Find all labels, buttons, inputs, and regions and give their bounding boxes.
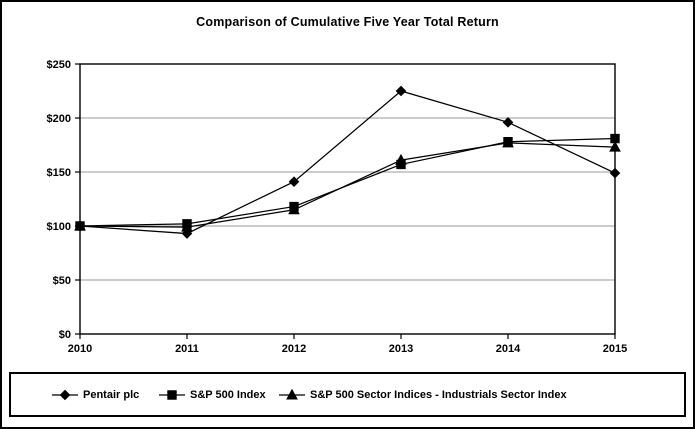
triangle-marker-icon	[279, 388, 305, 399]
data-point-s-p-500-sector-indices-industrials-sector-index-2015	[609, 140, 621, 152]
legend-label: S&P 500 Index	[190, 388, 266, 401]
line-chart: $0 $50 $100 $150 $200 $250 2010 2011 2012 2013 201…	[47, 59, 628, 355]
x-tick-label: 2013	[389, 343, 413, 355]
data-point-pentair-plc-2014	[502, 117, 514, 128]
data-point-pentair-plc-2012	[288, 176, 300, 188]
diamond-marker-icon	[52, 389, 78, 400]
y-tick-label: $200	[47, 113, 71, 125]
chart-title: Comparison of Cumulative Five Year Total…	[196, 15, 499, 29]
y-tick-label: $250	[47, 59, 71, 71]
y-tick-label: $150	[47, 167, 71, 179]
data-point-s-p-500-sector-indices-industrials-sector-index-2011	[181, 220, 193, 232]
y-tick-label: $50	[53, 275, 71, 287]
data-point-s-p-500-sector-indices-industrials-sector-index-2013	[395, 153, 407, 165]
legend-item-s-p-500-sector-indices-industrials-sector-index: S&P 500 Sector Indices - Industrials Sec…	[279, 374, 567, 415]
legend-label: S&P 500 Sector Indices - Industrials Sec…	[310, 388, 567, 401]
legend-label: Pentair plc	[83, 388, 140, 401]
data-point-s-p-500-sector-indices-industrials-sector-index-2012	[288, 203, 300, 215]
data-point-s-p-500-sector-indices-industrials-sector-index-2010	[74, 219, 86, 231]
series-line-s-p-500-sector-indices-industrials-sector-index	[79, 142, 616, 228]
x-tick-label: 2011	[175, 343, 199, 355]
y-tick-label: $0	[59, 329, 71, 341]
square-marker-icon	[159, 389, 185, 400]
data-point-s-p-500-sector-indices-industrials-sector-index-2014	[502, 136, 514, 148]
series-line-pentair-plc	[79, 90, 616, 235]
data-point-s-p-500-index-2015	[610, 133, 620, 144]
legend-item-pentair-plc: Pentair plc	[52, 374, 139, 415]
data-point-pentair-plc-2011	[181, 228, 193, 239]
legend-box: Pentair plc S&P 500 Index S&P 500 Sector I…	[9, 372, 686, 417]
series-line-s-p-500-index	[79, 137, 616, 227]
legend-item-s-p-500-index: S&P 500 Index	[159, 374, 266, 415]
x-tick-label: 2010	[68, 343, 92, 355]
plot-area-border	[79, 63, 616, 335]
data-point-pentair-plc-2015	[609, 167, 621, 179]
x-tick-label: 2015	[603, 343, 627, 355]
x-tick-label: 2014	[496, 343, 521, 355]
x-tick-label: 2012	[282, 343, 306, 355]
data-point-pentair-plc-2013	[395, 85, 407, 97]
y-tick-label: $100	[47, 221, 71, 233]
